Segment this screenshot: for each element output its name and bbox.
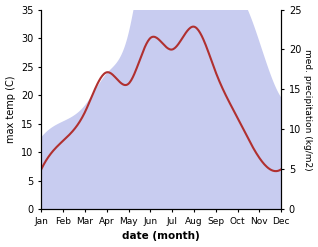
X-axis label: date (month): date (month) <box>122 231 200 242</box>
Y-axis label: med. precipitation (kg/m2): med. precipitation (kg/m2) <box>303 49 313 170</box>
Y-axis label: max temp (C): max temp (C) <box>5 76 16 143</box>
